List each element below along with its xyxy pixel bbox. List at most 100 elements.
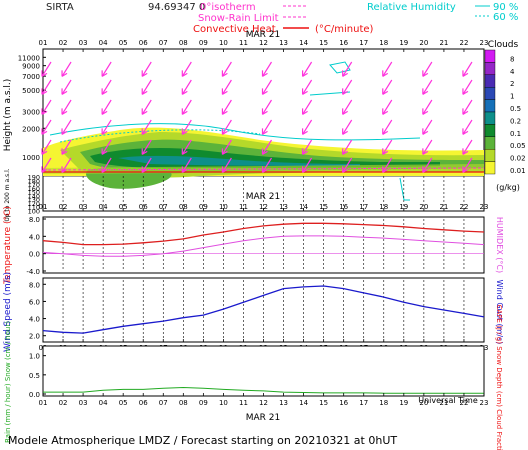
wind-arrow — [41, 99, 52, 115]
wind-arrow-head — [41, 70, 48, 77]
clouds-legend-bar: 8 4 2 1 0.5 0.2 0.1 0.05 0.02 0.01 — [484, 49, 526, 175]
hour-tick-label: 09 — [199, 203, 208, 211]
hour-tick-label: 01 — [39, 399, 48, 407]
height-lower-tick-label: 140 — [28, 192, 40, 200]
wind-arrow-head — [462, 148, 469, 155]
wind-arrow — [221, 99, 232, 115]
wind-arrow-head — [301, 108, 308, 115]
height-ylabel: Height (m a.s.l.) — [3, 79, 13, 152]
hour-tick-label: 23 — [480, 203, 489, 211]
temperature-panel: -4.0 0.0 4.0 8.0 Temperature (°C) HUMIDEX (… — [3, 206, 504, 285]
wind-arrow — [181, 61, 192, 77]
wind-arrow — [261, 79, 273, 95]
wind-arrow-head — [141, 128, 148, 135]
hour-tick-label: 17 — [359, 39, 368, 47]
hour-tick-label: 16 — [339, 203, 348, 211]
rh-contour-60 — [59, 129, 261, 143]
wind-arrow-head — [61, 70, 68, 77]
hour-tick-label: 12 — [259, 203, 268, 211]
wind-arrow — [141, 79, 152, 95]
wind-arrow-head — [61, 108, 68, 115]
hour-tick-label: 14 — [299, 203, 308, 211]
wind-arrow-head — [382, 166, 389, 173]
temperature-grid — [43, 219, 484, 271]
wind-arrow-head — [342, 148, 348, 155]
hour-tick-label: 03 — [79, 39, 88, 47]
cloud-legend-swatch — [484, 124, 496, 138]
wind-arrow — [181, 79, 192, 95]
wind-arrow-head — [101, 166, 108, 173]
wind-arrow — [141, 139, 152, 155]
cloud-legend-level: 2 — [510, 80, 514, 88]
wind-arrow-head — [301, 70, 308, 77]
wind-arrow-head — [141, 148, 148, 155]
hour-tick-label: 07 — [159, 203, 168, 211]
wind-arrow — [422, 61, 433, 77]
wind-arrow-head — [422, 148, 429, 155]
rh-contour-90 — [49, 123, 421, 141]
wind-arrow-head — [342, 70, 348, 77]
wind-arrow — [462, 157, 473, 173]
wind-arrow-head — [382, 88, 389, 95]
wind-arrow — [462, 119, 473, 135]
hour-tick-label: 14 — [299, 39, 308, 47]
y-tick-label: 1.0 — [29, 353, 40, 361]
cloud-legend-level: 0.5 — [510, 105, 521, 113]
hour-tick-label: 11 — [239, 203, 248, 211]
wind-arrow — [221, 79, 232, 95]
wind-arrow-head — [221, 128, 228, 135]
height-lower-tick-label: 120 — [28, 200, 40, 208]
wind-arrow — [61, 139, 72, 155]
date-label-bottom: MAR 21 — [246, 413, 281, 423]
height-tick-label: 9000 — [22, 63, 40, 71]
wind-arrow-head — [382, 70, 389, 77]
hour-tick-label: 18 — [379, 399, 388, 407]
hour-tick-label: 04 — [99, 39, 108, 47]
hour-tick-label: 23 — [480, 399, 489, 407]
wind-grid — [62, 280, 465, 340]
y-tick-label: 0.5 — [29, 372, 40, 380]
wind-arrow — [462, 61, 473, 77]
wind-arrow-head — [261, 166, 268, 173]
hour-tick-label: 12 — [259, 39, 268, 47]
hour-tick-label: 13 — [279, 203, 288, 211]
wind-arrow-head — [181, 88, 188, 95]
hour-tick-label: 21 — [439, 399, 448, 407]
wind-arrow-head — [301, 88, 308, 95]
hour-tick-label: 06 — [139, 39, 148, 47]
temperature-ylabel: Temperature (°C) — [3, 206, 13, 285]
wind-arrow-head — [181, 148, 188, 155]
wind-arrow — [261, 99, 273, 115]
hour-tick-label: 06 — [139, 203, 148, 211]
hours-top-axis: 01 02 03 04 05 06 07 08 09 10 11 12 13 14 15 16 17 18 19 20… — [39, 39, 488, 52]
wind-arrow — [61, 99, 72, 115]
wind-speed-series-line — [42, 285, 485, 334]
wind-ticks: 2.0 4.0 6.0 8.0 — [29, 281, 46, 341]
height-tick-label: 11000 — [18, 54, 40, 62]
hour-tick-label: 15 — [319, 39, 328, 47]
wind-arrow — [302, 139, 313, 155]
hour-tick-label: 05 — [119, 203, 128, 211]
legend-convective-unit: (°C/minute) — [315, 24, 374, 35]
hour-tick-label: 16 — [339, 399, 348, 407]
cloud-legend-swatch — [484, 86, 496, 100]
wind-arrow — [422, 99, 433, 115]
cloud-legend-swatch — [484, 136, 496, 150]
y-tick-label: 2.0 — [29, 333, 40, 341]
wind-arrow — [41, 119, 52, 135]
hour-tick-label: 02 — [59, 203, 68, 211]
wind-arrow-head — [101, 70, 108, 77]
wind-arrow — [41, 139, 52, 155]
hour-tick-label: 19 — [399, 399, 408, 407]
hours-bottom-axis: 01 02 03 04 05 06 07 08 09 10 11 12 13 14 15 16 17 18 19 20… — [39, 393, 489, 407]
wind-arrow-head — [181, 128, 188, 135]
height-lower-tick-label: 100 — [28, 208, 40, 216]
wind-arrow — [462, 99, 473, 115]
rain-ylabel-right: CAPE (J / g) Snow Depth (cm) Cloud Fract… — [495, 305, 503, 450]
hour-tick-label: 18 — [379, 203, 388, 211]
wind-arrow — [342, 139, 353, 155]
height-lower-tick-label: 150 — [28, 189, 40, 197]
hour-tick-label: 21 — [439, 39, 448, 47]
height-tick-label: 3000 — [22, 108, 40, 116]
wind-arrow — [302, 157, 313, 173]
